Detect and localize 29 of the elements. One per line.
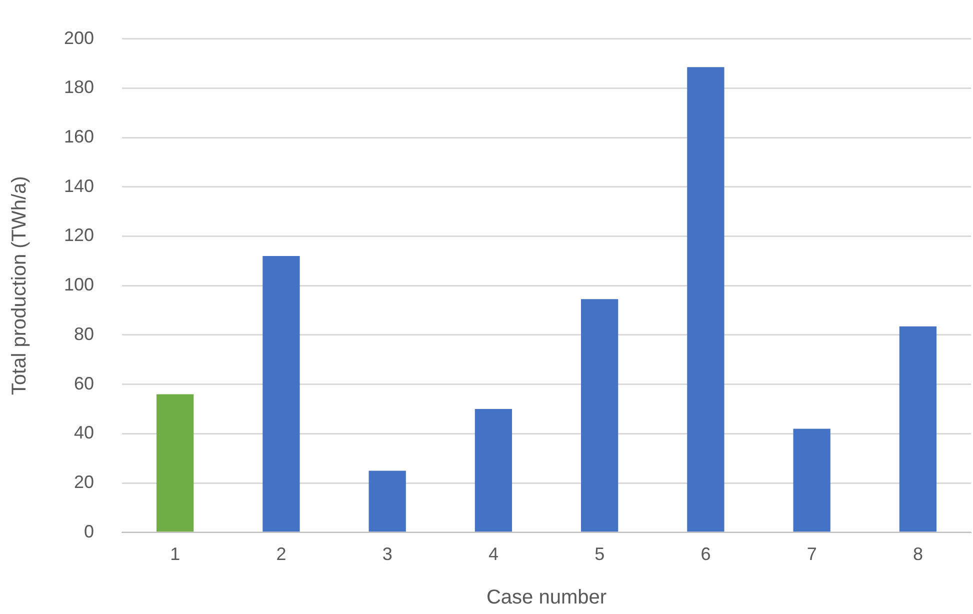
x-tick-label: 8 — [912, 544, 923, 564]
bar — [474, 409, 512, 532]
x-tick-label: 4 — [488, 544, 498, 564]
x-tick-label: 3 — [382, 544, 392, 564]
bar — [899, 326, 937, 532]
x-tick-label: 6 — [700, 544, 711, 564]
y-tick-label: 140 — [64, 176, 94, 196]
y-tick-label: 20 — [74, 472, 94, 492]
y-tick-label: 120 — [64, 225, 94, 246]
y-tick-label: 60 — [74, 373, 94, 394]
bar — [156, 394, 194, 532]
y-axis-title: Total production (TWh/a) — [8, 176, 31, 396]
bar — [793, 428, 830, 532]
y-tick-label: 0 — [84, 521, 94, 542]
bar — [687, 67, 724, 532]
bar — [262, 256, 300, 532]
y-tick-label: 180 — [64, 77, 94, 98]
y-tick-label: 100 — [64, 274, 94, 295]
y-tick-label: 40 — [74, 422, 94, 443]
x-tick-label: 7 — [806, 544, 817, 564]
x-axis-title: Case number — [486, 586, 607, 609]
x-tick-label: 5 — [594, 544, 605, 564]
x-tick-label: 2 — [276, 544, 286, 564]
bar — [581, 299, 618, 532]
x-tick-label: 1 — [170, 544, 180, 564]
y-tick-label: 80 — [74, 324, 94, 344]
bar — [368, 470, 406, 532]
y-tick-label: 200 — [64, 28, 94, 48]
y-tick-label: 160 — [64, 126, 94, 146]
